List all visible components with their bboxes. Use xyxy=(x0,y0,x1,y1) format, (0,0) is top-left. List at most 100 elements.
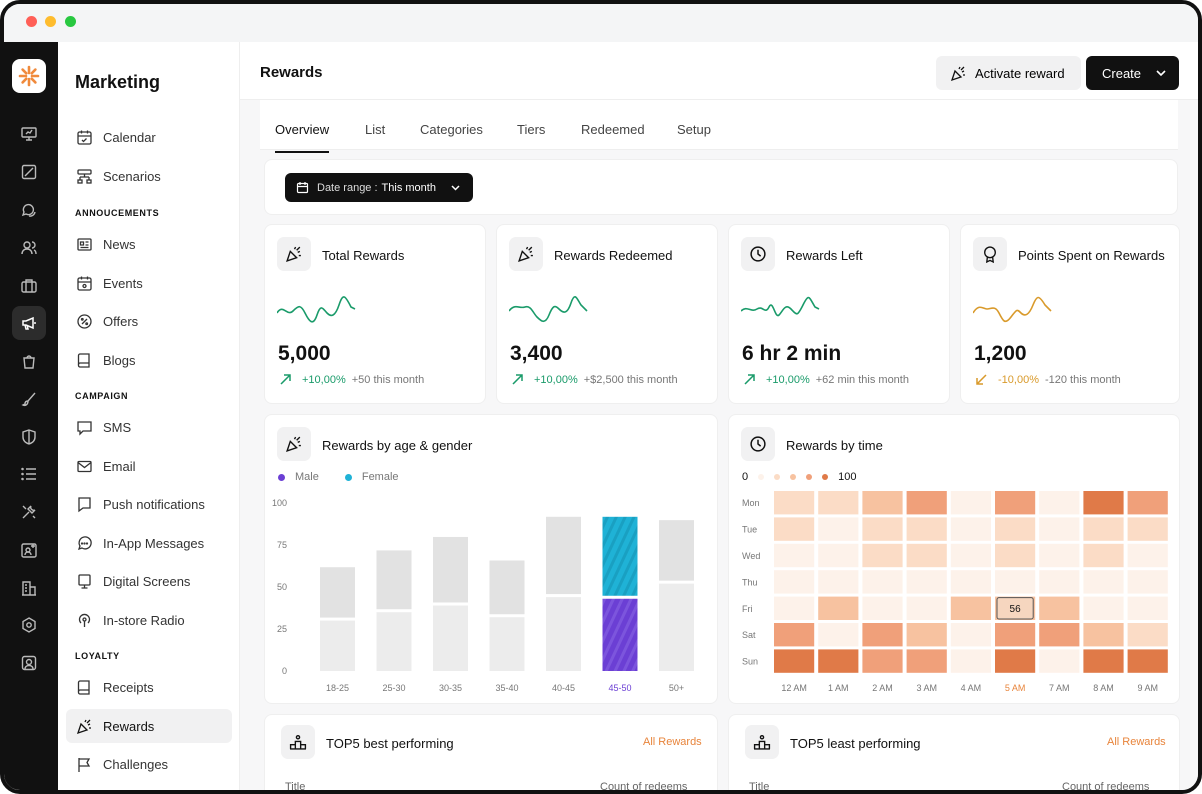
rail-users-icon[interactable] xyxy=(12,231,46,265)
heatmap-cell[interactable] xyxy=(906,623,947,647)
heatmap-cell[interactable] xyxy=(1039,491,1080,515)
sidebar-item-challenges[interactable]: Challenges xyxy=(66,747,232,781)
heatmap-cell[interactable] xyxy=(1127,491,1168,515)
tab-overview[interactable]: Overview xyxy=(275,122,330,153)
close-window-dot[interactable] xyxy=(26,16,37,27)
heatmap-cell[interactable] xyxy=(1039,517,1080,541)
heatmap-cell[interactable] xyxy=(1039,543,1080,568)
heatmap-cell[interactable] xyxy=(1127,543,1168,568)
heatmap-cell[interactable] xyxy=(995,491,1036,515)
heatmap-cell[interactable] xyxy=(1083,491,1124,515)
heatmap-cell[interactable] xyxy=(774,596,815,620)
heatmap-cell[interactable] xyxy=(818,570,859,594)
sidebar-item-email[interactable]: Email xyxy=(66,449,232,483)
heatmap-cell[interactable] xyxy=(1083,596,1124,620)
heatmap-cell[interactable] xyxy=(995,570,1036,594)
heatmap-cell[interactable] xyxy=(1039,596,1080,620)
tab-categories[interactable]: Categories xyxy=(420,122,483,137)
rail-shield-icon[interactable] xyxy=(12,420,46,454)
sidebar-item-blogs[interactable]: Blogs xyxy=(66,343,232,377)
heatmap-cell[interactable] xyxy=(906,543,947,568)
bar-female[interactable] xyxy=(546,516,581,595)
heatmap-cell[interactable] xyxy=(1127,623,1168,647)
heatmap-cell[interactable] xyxy=(995,649,1036,673)
tab-setup[interactable]: Setup xyxy=(677,122,711,137)
heatmap-cell[interactable] xyxy=(1039,570,1080,594)
bar-female[interactable] xyxy=(320,567,355,618)
maximize-window-dot[interactable] xyxy=(65,16,76,27)
rail-tools-icon[interactable] xyxy=(12,495,46,529)
heatmap-cell[interactable] xyxy=(1039,649,1080,673)
heatmap-cell[interactable] xyxy=(862,491,903,515)
heatmap-cell[interactable] xyxy=(1127,570,1168,594)
heatmap-cell[interactable] xyxy=(906,517,947,541)
sidebar-item-digital-screens[interactable]: Digital Screens xyxy=(66,564,232,598)
tab-redeemed[interactable]: Redeemed xyxy=(581,122,645,137)
heatmap-cell[interactable] xyxy=(818,543,859,568)
sidebar-item-events[interactable]: Events xyxy=(66,266,232,300)
sidebar-item-scenarios[interactable]: Scenarios xyxy=(66,159,232,193)
bar-male[interactable] xyxy=(489,617,525,671)
tab-list[interactable]: List xyxy=(365,122,386,137)
heatmap-cell[interactable] xyxy=(1083,543,1124,568)
bar-male[interactable] xyxy=(433,605,468,671)
heatmap-cell[interactable] xyxy=(950,596,991,620)
rail-profile-icon[interactable] xyxy=(12,646,46,680)
bar-female[interactable] xyxy=(433,536,468,603)
heatmap-cell[interactable] xyxy=(774,649,815,673)
sidebar-item-offers[interactable]: Offers xyxy=(66,304,232,338)
heatmap-cell[interactable] xyxy=(1083,570,1124,594)
heatmap-cell[interactable] xyxy=(950,570,991,594)
heatmap-cell[interactable] xyxy=(1039,623,1080,647)
bar-male[interactable] xyxy=(320,620,355,671)
rail-chat-icon[interactable] xyxy=(12,193,46,227)
heatmap-cell[interactable] xyxy=(1127,596,1168,620)
heatmap-cell[interactable] xyxy=(1083,517,1124,541)
rail-building-icon[interactable] xyxy=(12,571,46,605)
sidebar-item-in-store-radio[interactable]: In-store Radio xyxy=(66,603,232,637)
heatmap-cell[interactable] xyxy=(995,517,1036,541)
create-button[interactable]: Create xyxy=(1086,56,1179,90)
bar-male[interactable] xyxy=(659,583,694,671)
rail-settings-hex-icon[interactable] xyxy=(12,608,46,642)
rail-briefcase-icon[interactable] xyxy=(12,269,46,303)
heatmap-cell[interactable] xyxy=(774,491,815,515)
rail-list-icon[interactable] xyxy=(12,457,46,491)
heatmap-cell[interactable] xyxy=(862,543,903,568)
sidebar-item-push-notifications[interactable]: Push notifications xyxy=(66,487,232,521)
heatmap-cell[interactable] xyxy=(1127,517,1168,541)
all-rewards-link[interactable]: All Rewards xyxy=(643,736,702,748)
heatmap-cell[interactable] xyxy=(1083,649,1124,673)
sidebar-item-receipts[interactable]: Receipts xyxy=(66,670,232,704)
rail-add-user-icon[interactable] xyxy=(12,533,46,567)
heatmap-cell[interactable] xyxy=(906,491,947,515)
heatmap-cell[interactable] xyxy=(950,491,991,515)
heatmap-cell[interactable] xyxy=(862,517,903,541)
bar-male[interactable] xyxy=(546,597,581,671)
heatmap-cell[interactable] xyxy=(950,649,991,673)
all-rewards-link[interactable]: All Rewards xyxy=(1107,736,1166,748)
tab-tiers[interactable]: Tiers xyxy=(517,122,546,137)
heatmap-cell[interactable] xyxy=(818,623,859,647)
heatmap-cell[interactable] xyxy=(862,570,903,594)
rail-design-icon[interactable] xyxy=(12,155,46,189)
heatmap-cell[interactable] xyxy=(862,623,903,647)
heatmap-cell[interactable] xyxy=(950,543,991,568)
heatmap-cell[interactable] xyxy=(950,623,991,647)
heatmap-cell[interactable] xyxy=(995,623,1036,647)
heatmap-cell[interactable] xyxy=(774,570,815,594)
heatmap-cell-highlight[interactable] xyxy=(996,597,1034,620)
date-range-dropdown[interactable]: Date range : This month xyxy=(285,173,473,202)
app-logo[interactable] xyxy=(12,59,46,93)
heatmap-cell[interactable] xyxy=(774,517,815,541)
bar-female[interactable] xyxy=(489,560,525,615)
activate-reward-button[interactable]: Activate reward xyxy=(936,56,1081,90)
heatmap-cell[interactable] xyxy=(818,649,859,673)
rail-megaphone-icon[interactable] xyxy=(12,306,46,340)
rail-brush-icon[interactable] xyxy=(12,382,46,416)
sidebar-item-rewards[interactable]: Rewards xyxy=(66,709,232,743)
bar-male[interactable] xyxy=(376,612,412,671)
heatmap-cell[interactable] xyxy=(906,649,947,673)
bar-female[interactable] xyxy=(659,520,694,581)
heatmap-cell[interactable] xyxy=(774,543,815,568)
